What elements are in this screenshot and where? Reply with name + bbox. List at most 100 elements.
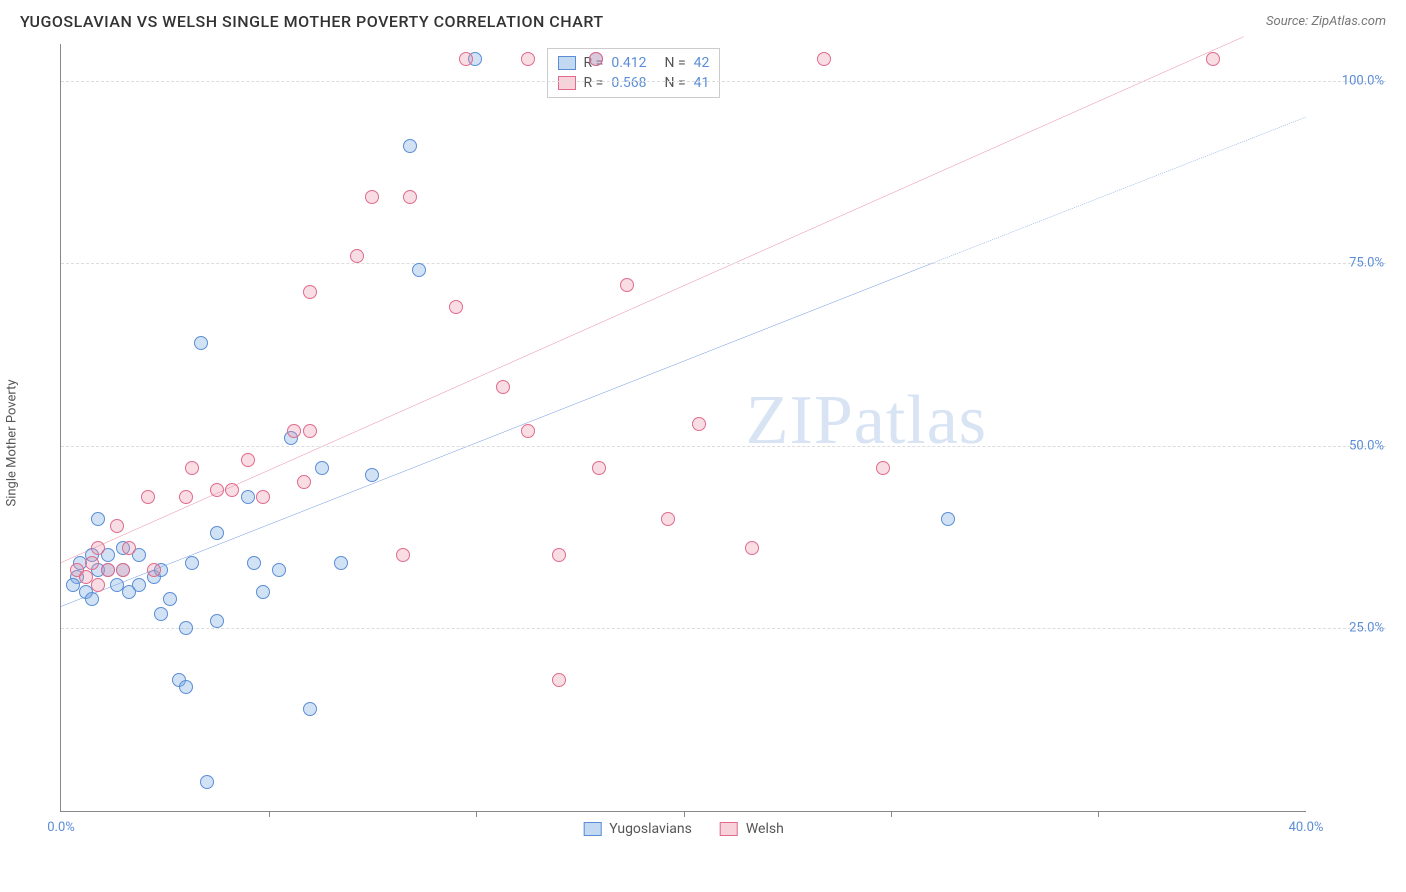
scatter-point-a: [334, 556, 348, 570]
watermark: ZIPatlas: [746, 381, 987, 461]
legend-swatch-a-icon: [583, 822, 601, 836]
scatter-point-b: [396, 548, 410, 562]
scatter-point-b: [521, 52, 535, 66]
n-value-b: 41: [694, 75, 710, 91]
scatter-point-b: [592, 461, 606, 475]
r-value-a: 0.412: [611, 55, 646, 71]
scatter-point-b: [661, 512, 675, 526]
scatter-point-b: [303, 424, 317, 438]
y-tick-label: 100.0%: [1342, 73, 1384, 88]
scatter-point-b: [350, 249, 364, 263]
scatter-point-a: [179, 621, 193, 635]
scatter-point-a: [163, 592, 177, 606]
chart-header: YUGOSLAVIAN VS WELSH SINGLE MOTHER POVER…: [0, 0, 1406, 39]
scatter-point-a: [210, 526, 224, 540]
scatter-point-a: [179, 680, 193, 694]
source-name: ZipAtlas.com: [1311, 14, 1386, 29]
scatter-point-a: [91, 512, 105, 526]
stats-legend: R = 0.412 N = 42 R = 0.568 N = 41: [547, 48, 721, 98]
scatter-point-a: [272, 563, 286, 577]
scatter-point-a: [315, 461, 329, 475]
scatter-point-b: [496, 380, 510, 394]
x-tick-label: 0.0%: [47, 820, 75, 835]
scatter-point-b: [365, 190, 379, 204]
scatter-point-b: [521, 424, 535, 438]
n-label: N =: [665, 55, 686, 71]
scatter-point-b: [552, 673, 566, 687]
scatter-point-b: [241, 453, 255, 467]
scatter-point-b: [692, 417, 706, 431]
scatter-point-b: [620, 278, 634, 292]
scatter-point-b: [210, 483, 224, 497]
scatter-point-a: [365, 468, 379, 482]
gridline-h: [61, 628, 1386, 629]
scatter-point-a: [132, 578, 146, 592]
gridline-h: [61, 263, 1386, 264]
y-tick-label: 75.0%: [1349, 256, 1384, 271]
n-value-a: 42: [694, 55, 710, 71]
scatter-point-b: [91, 578, 105, 592]
source-prefix: Source:: [1266, 14, 1311, 29]
scatter-point-a: [303, 702, 317, 716]
scatter-point-b: [122, 541, 136, 555]
x-tick-mark: [1098, 811, 1099, 817]
scatter-point-a: [85, 592, 99, 606]
scatter-point-a: [241, 490, 255, 504]
legend-item-a: Yugoslavians: [583, 821, 692, 837]
scatter-point-b: [817, 52, 831, 66]
legend-swatch-a: [558, 56, 576, 70]
stats-row-b: R = 0.568 N = 41: [558, 73, 710, 93]
scatter-point-a: [403, 139, 417, 153]
series-legend: Yugoslavians Welsh: [583, 821, 784, 837]
r-label: R =: [584, 75, 604, 91]
legend-swatch-b-icon: [720, 822, 738, 836]
scatter-point-a: [941, 512, 955, 526]
scatter-point-b: [179, 490, 193, 504]
scatter-point-b: [459, 52, 473, 66]
scatter-point-b: [303, 285, 317, 299]
scatter-point-b: [185, 461, 199, 475]
scatter-point-b: [85, 556, 99, 570]
gridline-h: [61, 81, 1386, 82]
y-tick-label: 25.0%: [1349, 621, 1384, 636]
trendline-dash-a: [933, 117, 1307, 263]
legend-swatch-b: [558, 76, 576, 90]
scatter-point-b: [552, 548, 566, 562]
y-axis-label: Single Mother Poverty: [5, 379, 20, 506]
source-attribution: Source: ZipAtlas.com: [1266, 14, 1386, 29]
stats-row-a: R = 0.412 N = 42: [558, 53, 710, 73]
x-tick-mark: [891, 811, 892, 817]
scatter-point-b: [876, 461, 890, 475]
scatter-point-b: [589, 52, 603, 66]
x-tick-mark: [269, 811, 270, 817]
scatter-point-b: [745, 541, 759, 555]
n-label: N =: [665, 75, 686, 91]
legend-label-a: Yugoslavians: [609, 821, 692, 837]
scatter-point-a: [412, 263, 426, 277]
chart-container: Single Mother Poverty ZIPatlas R = 0.412…: [20, 44, 1386, 842]
scatter-point-b: [256, 490, 270, 504]
scatter-point-a: [200, 775, 214, 789]
x-tick-mark: [476, 811, 477, 817]
scatter-point-b: [1206, 52, 1220, 66]
scatter-point-b: [287, 424, 301, 438]
x-tick-mark: [684, 811, 685, 817]
scatter-point-b: [403, 190, 417, 204]
scatter-point-a: [154, 607, 168, 621]
legend-label-b: Welsh: [746, 821, 784, 837]
plot-area: ZIPatlas R = 0.412 N = 42 R = 0.568 N = …: [60, 44, 1306, 812]
scatter-point-b: [116, 563, 130, 577]
scatter-point-a: [210, 614, 224, 628]
scatter-point-a: [185, 556, 199, 570]
scatter-point-a: [194, 336, 208, 350]
scatter-point-b: [91, 541, 105, 555]
y-tick-label: 50.0%: [1349, 438, 1384, 453]
scatter-point-a: [256, 585, 270, 599]
scatter-point-a: [247, 556, 261, 570]
trendline-b: [61, 37, 1244, 563]
scatter-point-b: [147, 563, 161, 577]
scatter-point-b: [141, 490, 155, 504]
r-value-b: 0.568: [611, 75, 646, 91]
x-tick-label: 40.0%: [1289, 820, 1324, 835]
chart-title: YUGOSLAVIAN VS WELSH SINGLE MOTHER POVER…: [20, 12, 604, 31]
